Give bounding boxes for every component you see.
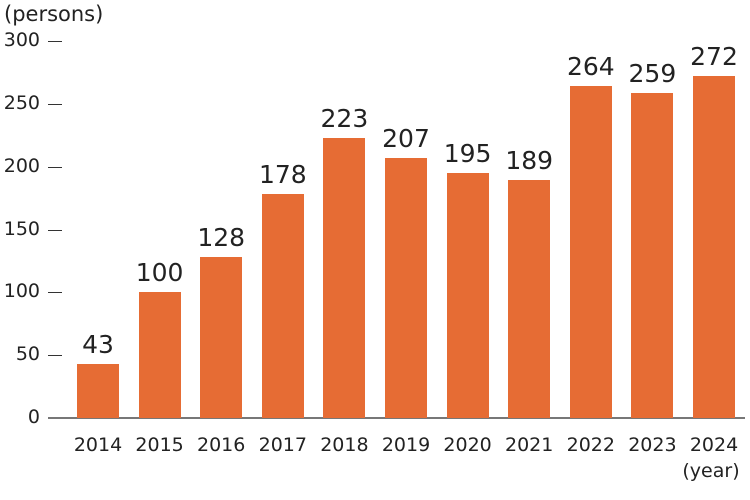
bar-value-label: 195: [443, 138, 492, 168]
bar-2015: [138, 292, 181, 418]
bar-value-label: 100: [135, 258, 184, 288]
y-tick-mark: [48, 41, 62, 42]
y-tick-label: 50: [15, 343, 40, 366]
x-tick-label: 2017: [258, 434, 307, 456]
x-tick-label: 2019: [381, 434, 431, 456]
bar-value-label: 128: [197, 223, 246, 253]
x-tick-label: 2020: [443, 434, 492, 456]
y-tick-label: 200: [3, 154, 40, 177]
bar-2023: [631, 92, 674, 418]
bar-value-label: 207: [382, 123, 430, 153]
x-tick-label: 2023: [628, 434, 677, 456]
y-tick-mark: [48, 355, 62, 357]
y-tick-label: 0: [27, 406, 40, 428]
y-tick-label: 150: [3, 217, 40, 240]
x-axis-baseline: [48, 417, 745, 419]
bar-2017: [261, 194, 304, 418]
x-tick-label: 2016: [197, 434, 246, 456]
bar-2018: [323, 137, 366, 418]
bar-2021: [508, 180, 551, 418]
x-tick-label: 2015: [135, 434, 184, 456]
bar-2020: [446, 172, 489, 418]
y-tick-mark: [48, 229, 62, 231]
y-tick-label: 250: [3, 91, 40, 114]
bar-value-label: 264: [566, 52, 615, 82]
x-axis-unit: (year): [682, 460, 740, 482]
y-tick-mark: [48, 103, 62, 105]
y-tick-label: 300: [3, 29, 40, 51]
bar-2024: [693, 76, 735, 418]
bar-value-label: 178: [258, 160, 307, 190]
bar-2019: [385, 157, 427, 418]
x-tick-label: 2021: [505, 434, 554, 456]
x-tick-label: 2024: [689, 434, 739, 456]
bar-value-label: 43: [82, 329, 114, 359]
bar-2022: [569, 86, 612, 418]
bar-value-label: 259: [628, 58, 677, 88]
x-tick-label: 2018: [320, 434, 369, 456]
bar-2014: [77, 363, 119, 418]
x-tick-label: 2022: [566, 434, 615, 456]
bar-value-label: 223: [320, 103, 369, 133]
y-axis-unit: (persons): [4, 2, 104, 26]
bar-value-label: 189: [505, 146, 554, 176]
x-tick-label: 2014: [73, 434, 123, 456]
y-tick-label: 100: [3, 280, 40, 303]
y-tick-mark: [48, 292, 62, 294]
bar-value-label: 272: [690, 42, 738, 72]
y-tick-mark: [48, 166, 62, 168]
bar-2016: [200, 257, 243, 418]
